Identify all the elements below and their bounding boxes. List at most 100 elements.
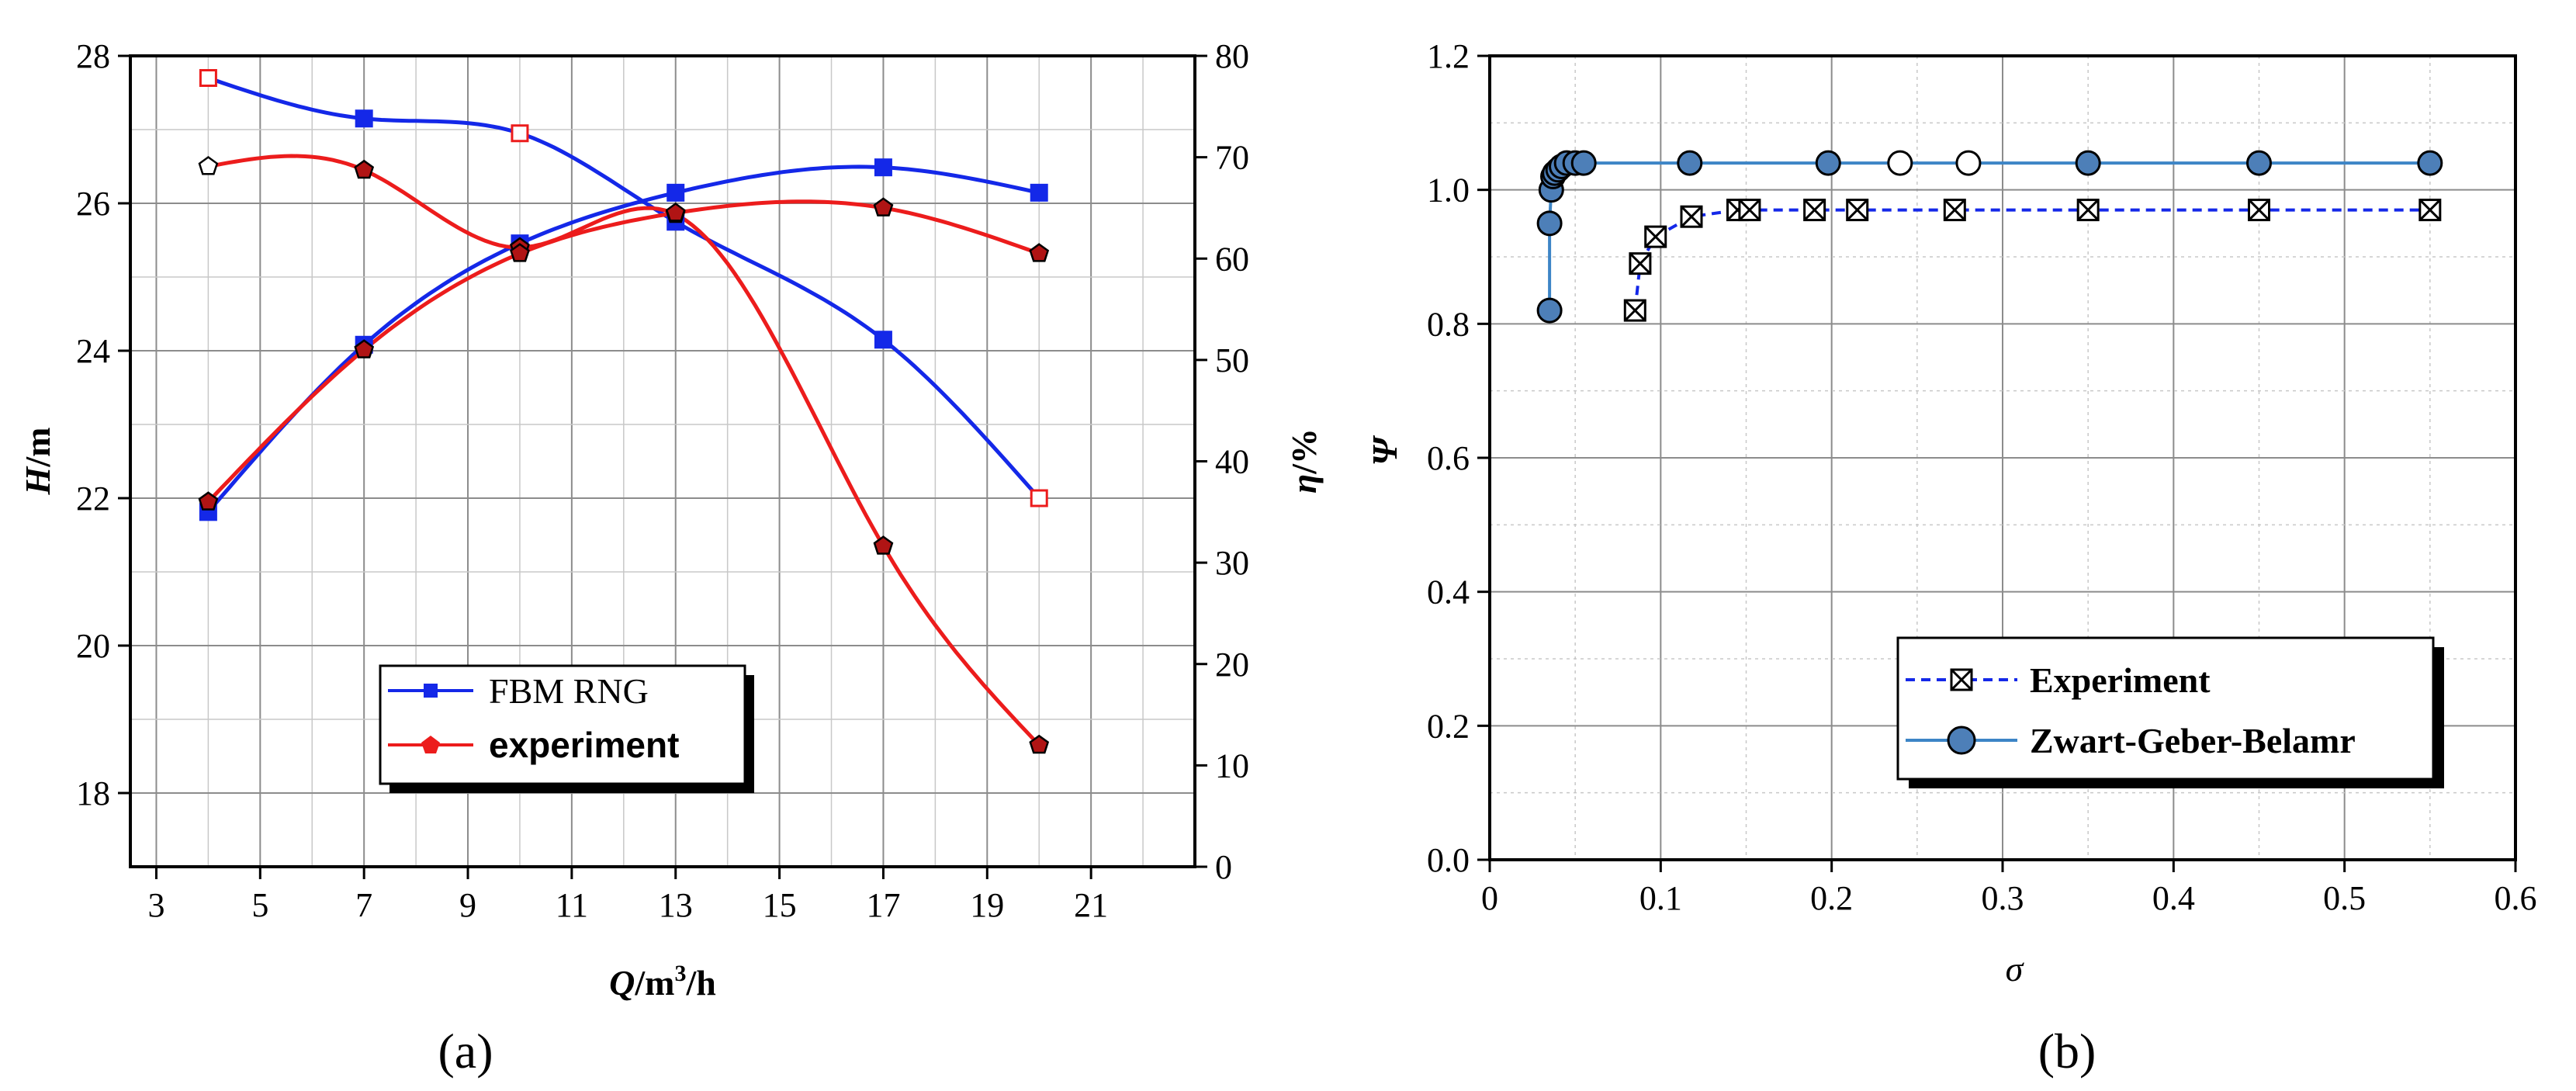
y-right-tick-label-a: 20 bbox=[1215, 646, 1249, 684]
x-tick-label-b: 0 bbox=[1481, 879, 1498, 917]
curves-a bbox=[206, 76, 1041, 747]
data-point-experiment-b bbox=[1738, 199, 1761, 222]
markers-b bbox=[1536, 150, 2443, 324]
y-left-tick-label-a: 24 bbox=[76, 332, 110, 370]
panel-label-b: (b) bbox=[2038, 1023, 2096, 1079]
data-point-experiment-b bbox=[1943, 199, 1966, 222]
x-ticks-a: 3 5 7 9 11 13 15 17 19 21 bbox=[147, 867, 1108, 924]
y-right-tick-label-a: 40 bbox=[1215, 443, 1249, 481]
y-left-tick-label-a: 20 bbox=[76, 627, 110, 665]
data-point-experiment bbox=[198, 491, 219, 511]
y-right-tick-label-a: 70 bbox=[1215, 139, 1249, 177]
y-right-tick-label-a: 80 bbox=[1215, 37, 1249, 75]
data-point-experiment bbox=[873, 197, 894, 216]
y-right-axis-label-a: η/% bbox=[1284, 428, 1324, 494]
data-point-fbm bbox=[874, 331, 892, 349]
x-tick-label-a: 15 bbox=[763, 886, 797, 924]
data-point-fbm bbox=[511, 124, 529, 143]
x-tick-label-b: 0.2 bbox=[1810, 879, 1853, 917]
series-line-head-2 bbox=[207, 154, 1041, 747]
x-tick-label-b: 0.1 bbox=[1639, 879, 1682, 917]
data-point-hollow-b bbox=[1955, 150, 1982, 176]
data-point-fbm bbox=[874, 158, 892, 177]
data-point-experiment bbox=[510, 243, 530, 262]
y-axis-label-b: Ψ bbox=[1365, 435, 1404, 466]
data-point-fbm bbox=[1030, 183, 1048, 202]
x-tick-label-a: 5 bbox=[251, 886, 268, 924]
y-tick-label-b: 0.6 bbox=[1427, 439, 1470, 477]
x-tick-label-a: 13 bbox=[659, 886, 693, 924]
y-left-tick-label-a: 18 bbox=[76, 774, 110, 812]
data-point-fbm bbox=[1030, 489, 1048, 507]
x-tick-label-b: 0.4 bbox=[2152, 879, 2195, 917]
x-tick-label-a: 17 bbox=[866, 886, 900, 924]
data-point-experiment-b bbox=[1803, 199, 1826, 222]
data-point-experiment-b bbox=[1629, 252, 1652, 275]
data-point-experiment bbox=[354, 339, 375, 358]
y-tick-label-b: 0.0 bbox=[1427, 841, 1470, 879]
y-left-tick-label-a: 26 bbox=[76, 185, 110, 223]
y-right-tick-label-a: 10 bbox=[1215, 746, 1249, 784]
data-point-experiment bbox=[1029, 243, 1050, 262]
legend-label-experiment: experiment bbox=[489, 725, 679, 765]
y-tick-label-b: 1.2 bbox=[1427, 37, 1470, 75]
x-tick-label-a: 21 bbox=[1074, 886, 1108, 924]
y-tick-label-b: 1.0 bbox=[1427, 171, 1470, 210]
data-point-experiment bbox=[198, 155, 219, 175]
data-point-experiment bbox=[873, 535, 894, 555]
y-left-axis-label-a: H/m bbox=[18, 428, 57, 496]
y-left-ticks-a: 18 20 22 24 26 28 bbox=[76, 37, 130, 812]
series-line-head-0 bbox=[207, 76, 1041, 500]
legend-box-a bbox=[379, 664, 746, 785]
y-right-tick-label-a: 0 bbox=[1215, 848, 1232, 886]
y-right-ticks-a: 0 10 20 30 40 50 60 70 80 bbox=[1195, 37, 1249, 886]
chart-panel-b: 0 0.1 0.2 0.3 0.4 0.5 0.6 0.0 0.2 0.4 0.6 0.8 1.0 1.… bbox=[1365, 37, 2537, 1079]
curves-b bbox=[1548, 161, 2430, 311]
data-point-experiment-b bbox=[1680, 205, 1703, 228]
y-right-tick-label-a: 30 bbox=[1215, 544, 1249, 582]
y-ticks-b: 0.0 0.2 0.4 0.6 0.8 1.0 1.2 bbox=[1427, 37, 1490, 879]
x-tick-label-a: 19 bbox=[970, 886, 1004, 924]
data-point-experiment-b bbox=[1623, 299, 1646, 322]
x-tick-label-b: 0.6 bbox=[2495, 879, 2537, 917]
panel-label-a: (a) bbox=[438, 1023, 493, 1079]
data-point-experiment bbox=[665, 202, 686, 222]
chart-panel-a: 3 5 7 9 11 13 15 17 19 21 18 20 22 24 26 28 0 10 20 30 40 5… bbox=[18, 37, 1324, 1079]
data-point-experiment bbox=[354, 159, 375, 179]
x-tick-label-a: 3 bbox=[147, 886, 164, 924]
data-point-experiment-b bbox=[2418, 199, 2442, 222]
series-line-efficiency-1 bbox=[206, 165, 1040, 514]
data-point-zgb bbox=[2246, 150, 2272, 176]
x-tick-label-b: 0.5 bbox=[2323, 879, 2366, 917]
legend-label-fbm: FBM RNG bbox=[489, 671, 649, 711]
data-point-experiment-b bbox=[1644, 225, 1667, 248]
y-left-tick-label-a: 22 bbox=[76, 480, 110, 518]
data-point-hollow-b bbox=[1887, 150, 1913, 176]
x-ticks-b: 0 0.1 0.2 0.3 0.4 0.5 0.6 bbox=[1481, 860, 2537, 917]
legend-box-b bbox=[1896, 636, 2435, 781]
y-tick-label-b: 0.4 bbox=[1427, 573, 1470, 611]
data-point-experiment-b bbox=[2076, 199, 2100, 222]
legend-marker-zgb bbox=[1947, 726, 1976, 755]
series-line-b-1 bbox=[1548, 161, 2430, 311]
data-point-zgb bbox=[1536, 210, 1563, 237]
markers-a bbox=[198, 69, 1050, 754]
data-point-fbm bbox=[355, 109, 373, 128]
data-point-fbm bbox=[667, 183, 685, 202]
x-tick-label-a: 9 bbox=[459, 886, 476, 924]
data-point-experiment bbox=[1029, 734, 1050, 754]
data-point-fbm bbox=[199, 69, 217, 87]
x-tick-label-a: 7 bbox=[355, 886, 372, 924]
x-axis-label-a: Q/m3/h bbox=[609, 961, 716, 1003]
y-right-tick-label-a: 60 bbox=[1215, 240, 1249, 278]
legend-label-experiment-b: Experiment bbox=[2030, 660, 2211, 700]
x-axis-label-b: σ bbox=[2006, 949, 2025, 989]
x-tick-label-b: 0.3 bbox=[1982, 879, 2024, 917]
legend-marker-experiment bbox=[421, 736, 440, 753]
legend-label-zgb: Zwart-Geber-Belamr bbox=[2030, 721, 2356, 760]
data-point-zgb bbox=[1570, 150, 1597, 176]
y-tick-label-b: 0.8 bbox=[1427, 305, 1470, 343]
series-line-b-0 bbox=[1633, 208, 2430, 311]
data-point-zgb bbox=[2075, 150, 2101, 176]
